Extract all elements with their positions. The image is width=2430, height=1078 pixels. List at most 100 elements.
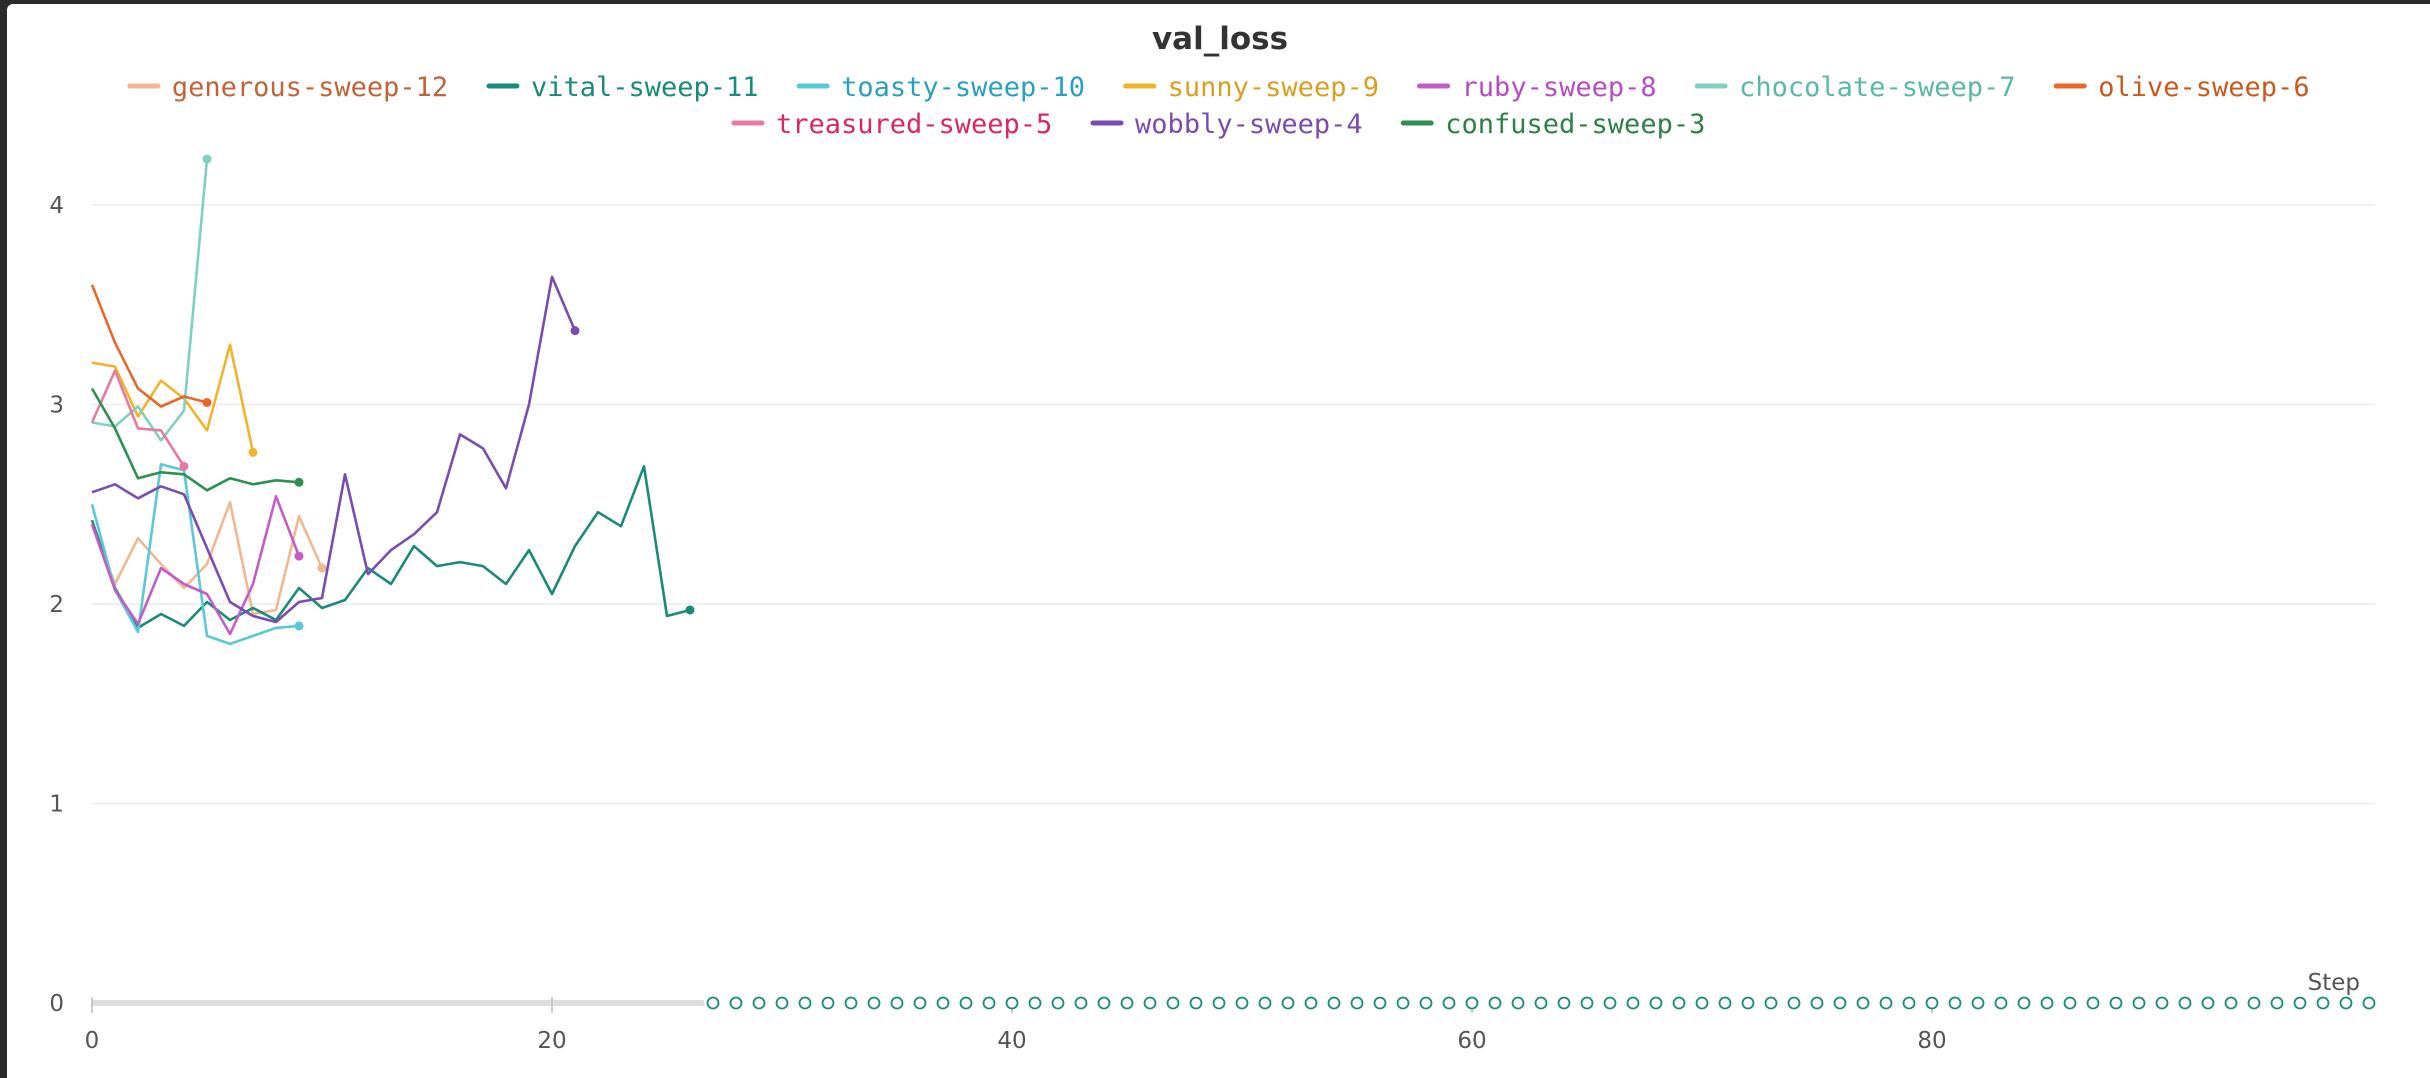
zero-marker-point (1994, 996, 2008, 1010)
zero-marker-point (1143, 996, 1157, 1010)
zero-marker-point (1235, 996, 1249, 1010)
series-end-point-vital-sweep-11 (685, 605, 695, 615)
series-end-point-chocolate-sweep-7 (202, 154, 212, 164)
zero-marker-point (1718, 996, 1732, 1010)
legend-item-toasty-sweep-10: toasty-sweep-10 (796, 72, 1085, 103)
zero-marker-point (936, 996, 950, 1010)
legend-item-olive-sweep-6: olive-sweep-6 (2053, 72, 2310, 103)
x-tick-label: 0 (85, 1028, 100, 1054)
series-end-point-sunny-sweep-9 (248, 447, 258, 457)
zero-marker-point (1833, 996, 1847, 1010)
zero-marker-point (1419, 996, 1433, 1010)
zero-marker-point (1695, 996, 1709, 1010)
zero-marker-point (2017, 996, 2031, 1010)
series-line-vital-sweep-11 (90, 464, 691, 630)
zero-marker-point (1879, 996, 1893, 1010)
x-tick-label: 80 (1917, 1028, 1946, 1054)
legend-label: chocolate-sweep-7 (1739, 72, 2015, 103)
series-line-confused-sweep-3 (90, 387, 300, 492)
series-line-olive-sweep-6 (90, 284, 208, 408)
legend-label: ruby-sweep-8 (1462, 72, 1657, 103)
zero-marker-point (1396, 996, 1410, 1010)
zero-marker-point (1097, 996, 1111, 1010)
series-line-wobbly-sweep-4 (91, 275, 577, 624)
zero-marker-point (2132, 996, 2146, 1010)
x-axis-title: Step (2308, 970, 2360, 996)
zero-marker-point (2293, 996, 2307, 1010)
series-end-point-olive-sweep-6 (202, 398, 212, 408)
zero-marker-point (1626, 996, 1640, 1010)
legend-label: sunny-sweep-9 (1168, 72, 1379, 103)
zero-marker-point (2316, 996, 2330, 1010)
legend-label: confused-sweep-3 (1445, 109, 1705, 140)
zero-markers (706, 996, 2376, 1010)
zero-marker-point (867, 996, 881, 1010)
series-line-chocolate-sweep-7 (91, 158, 209, 442)
zero-marker-point (2224, 996, 2238, 1010)
zero-marker-point (775, 996, 789, 1010)
zero-marker-point (1120, 996, 1134, 1010)
series-line-ruby-sweep-8 (90, 494, 301, 636)
zero-marker-point (1672, 996, 1686, 1010)
zero-marker-point (1764, 996, 1778, 1010)
zero-marker-point (2086, 996, 2100, 1010)
zero-marker-point (1465, 996, 1479, 1010)
y-tick-label: 3 (49, 393, 64, 419)
y-tick-label: 4 (49, 193, 64, 219)
zero-marker-point (913, 996, 927, 1010)
zero-marker-point (821, 996, 835, 1010)
legend-item-ruby-sweep-8: ruby-sweep-8 (1417, 72, 1657, 103)
zero-marker-point (2063, 996, 2077, 1010)
zero-marker-point (1557, 996, 1571, 1010)
zero-marker-point (1488, 996, 1502, 1010)
zero-marker-point (1327, 996, 1341, 1010)
zero-marker-point (1028, 996, 1042, 1010)
legend-label: toasty-sweep-10 (841, 72, 1085, 103)
zero-marker-point (1741, 996, 1755, 1010)
zero-marker-point (1258, 996, 1272, 1010)
zero-marker-point (1925, 996, 1939, 1010)
legend-item-vital-sweep-11: vital-sweep-11 (486, 72, 759, 103)
zero-marker-point (2155, 996, 2169, 1010)
zero-marker-point (1902, 996, 1916, 1010)
zero-marker-point (729, 996, 743, 1010)
chart-title: val_loss (1152, 21, 1288, 57)
zero-marker-point (1442, 996, 1456, 1010)
zero-marker-point (706, 996, 720, 1010)
y-tick-label: 0 (49, 991, 64, 1017)
zero-marker-point (1948, 996, 1962, 1010)
zero-marker-point (1350, 996, 1364, 1010)
zero-marker-point (752, 996, 766, 1010)
zero-marker-point (1534, 996, 1548, 1010)
legend-item-chocolate-sweep-7: chocolate-sweep-7 (1694, 72, 2015, 103)
y-tick-label: 2 (49, 592, 64, 618)
chart-panel: 0 1 2 3 4 0 20 40 60 80 generous-sweep-12 vital-sw… (7, 4, 2430, 1078)
zero-marker-point (798, 996, 812, 1010)
series-line-generous-sweep-12 (90, 500, 324, 616)
zero-marker-point (1649, 996, 1663, 1010)
legend-label: olive-sweep-6 (2098, 72, 2309, 103)
x-tick-label: 40 (997, 1028, 1026, 1054)
zero-marker-point (1074, 996, 1088, 1010)
series-lines (90, 154, 695, 646)
x-tick-label: 20 (537, 1028, 566, 1054)
series-end-point-toasty-sweep-10 (294, 621, 304, 631)
zero-marker-point (1166, 996, 1180, 1010)
zero-marker-point (2040, 996, 2054, 1010)
legend-item-generous-sweep-12: generous-sweep-12 (127, 72, 448, 103)
zero-marker-point (2247, 996, 2261, 1010)
legend-label: treasured-sweep-5 (776, 109, 1052, 140)
zero-marker-point (1580, 996, 1594, 1010)
series-line-sunny-sweep-9 (91, 343, 255, 453)
legend-item-sunny-sweep-9: sunny-sweep-9 (1123, 72, 1379, 103)
series-end-point-generous-sweep-12 (317, 563, 327, 573)
grid-lines (92, 204, 2375, 805)
zero-marker-point (2362, 996, 2376, 1010)
legend-label: wobbly-sweep-4 (1135, 109, 1363, 140)
series-end-point-ruby-sweep-8 (294, 551, 304, 561)
series-end-point-confused-sweep-3 (294, 477, 304, 487)
series-line-treasured-sweep-5 (90, 369, 186, 468)
legend: generous-sweep-12 vital-sweep-11 toasty-sw… (127, 72, 2310, 140)
